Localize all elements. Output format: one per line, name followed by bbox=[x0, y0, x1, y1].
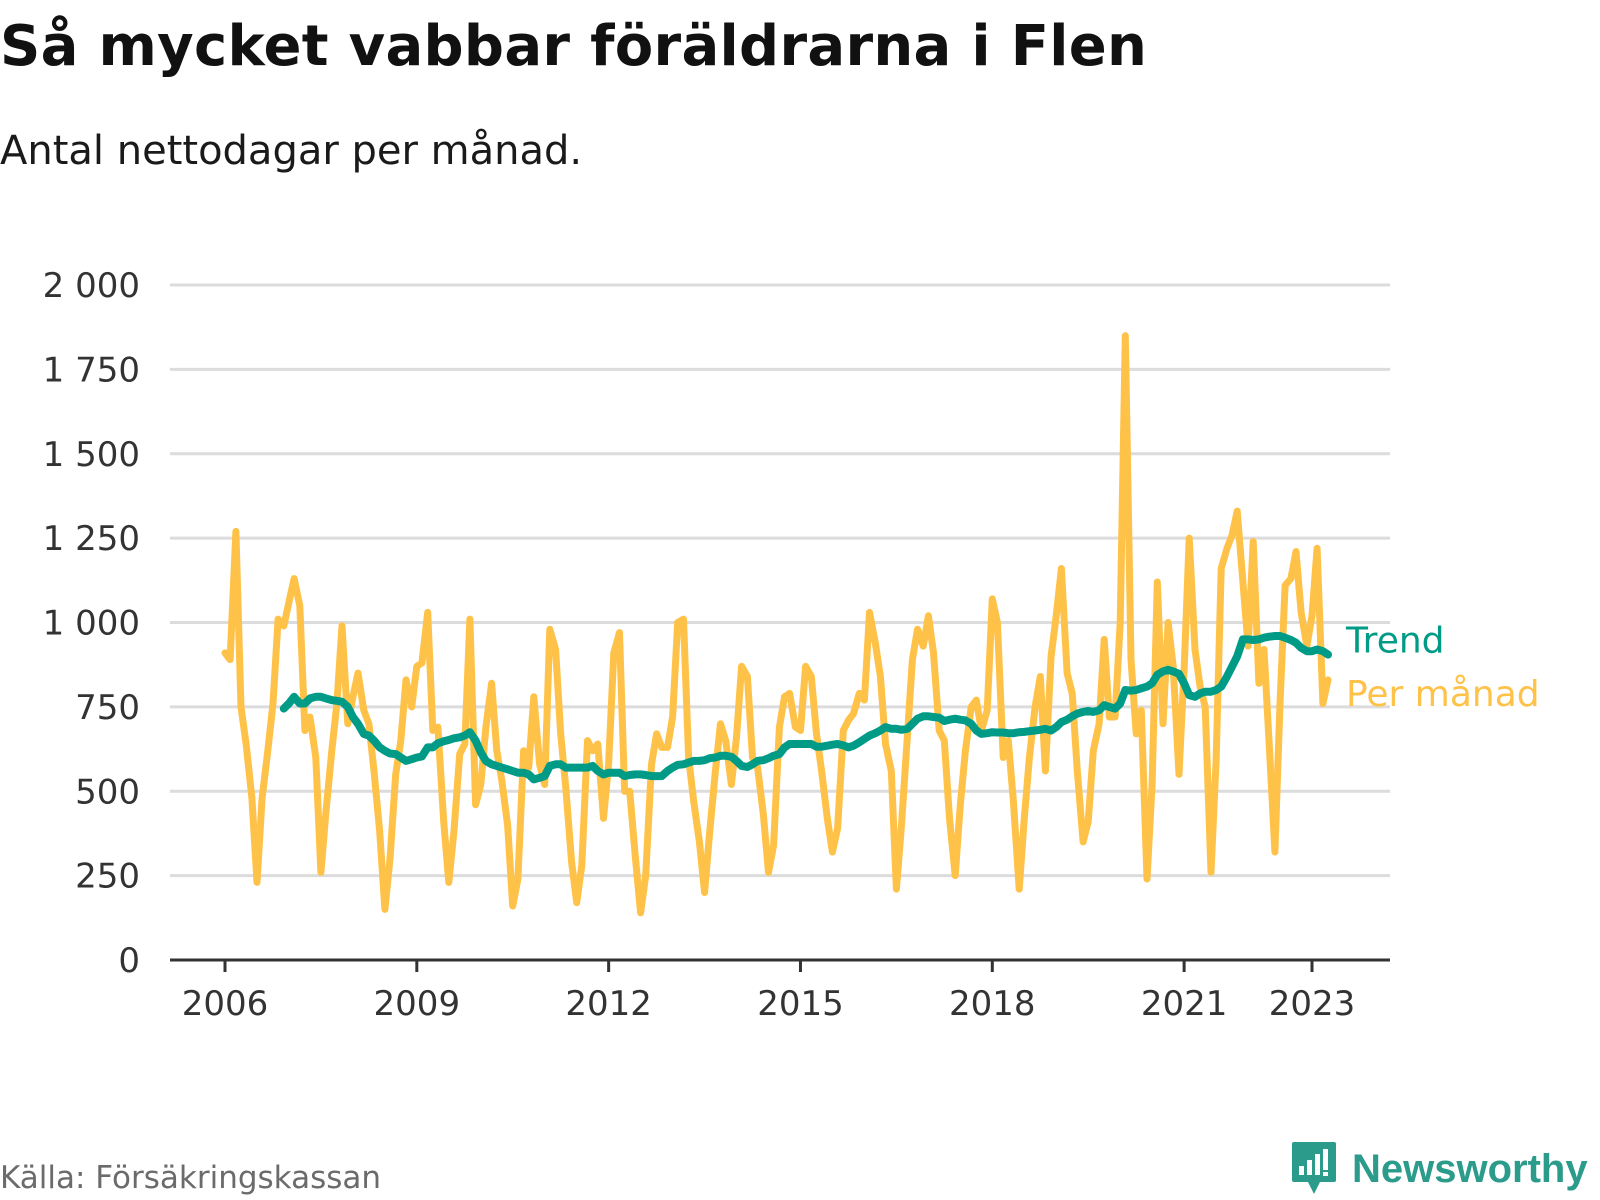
x-tick-label: 2006 bbox=[182, 984, 269, 1024]
newsworthy-logo-icon bbox=[1292, 1142, 1336, 1194]
series-lines bbox=[221, 332, 1332, 917]
x-tick-label: 2021 bbox=[1141, 984, 1228, 1024]
series-label-monthly: Per månad bbox=[1346, 674, 1540, 715]
y-tick-label: 2 000 bbox=[43, 266, 140, 306]
y-tick-label: 500 bbox=[75, 772, 140, 812]
y-tick-label: 1 250 bbox=[43, 519, 140, 559]
series-label-trend: Trend bbox=[1345, 621, 1445, 662]
series-line-trend bbox=[279, 632, 1332, 784]
x-tick-label: 2009 bbox=[374, 984, 461, 1024]
x-tick-label: 2015 bbox=[757, 984, 844, 1024]
y-tick-label: 0 bbox=[118, 941, 140, 981]
y-tick-label: 1 500 bbox=[43, 435, 140, 475]
brand-name: Newsworthy bbox=[1352, 1146, 1588, 1191]
y-tick-label: 250 bbox=[75, 857, 140, 897]
series-line-monthly bbox=[221, 332, 1332, 917]
chart-subtitle: Antal nettodagar per månad. bbox=[0, 128, 583, 174]
chart-title: Så mycket vabbar föräldrarna i Flen bbox=[0, 14, 1148, 79]
x-tick-label: 2018 bbox=[949, 984, 1036, 1024]
y-tick-label: 1 000 bbox=[43, 604, 140, 644]
x-tick-label: 2023 bbox=[1269, 984, 1356, 1024]
y-tick-label: 750 bbox=[75, 688, 140, 728]
x-axis: 2006 2009 2012 2015 2018 2021 2023 bbox=[170, 958, 1390, 1024]
x-tick-label: 2012 bbox=[565, 984, 652, 1024]
source-note: Källa: Försäkringskassan bbox=[0, 1160, 382, 1196]
series-labels: Per månad Trend bbox=[1345, 621, 1540, 715]
y-tick-label: 1 750 bbox=[43, 350, 140, 390]
y-axis-ticks: 0 250 500 750 1 000 1 250 1 500 1 750 2 000 bbox=[43, 266, 140, 981]
brand: Newsworthy bbox=[1290, 1140, 1588, 1198]
